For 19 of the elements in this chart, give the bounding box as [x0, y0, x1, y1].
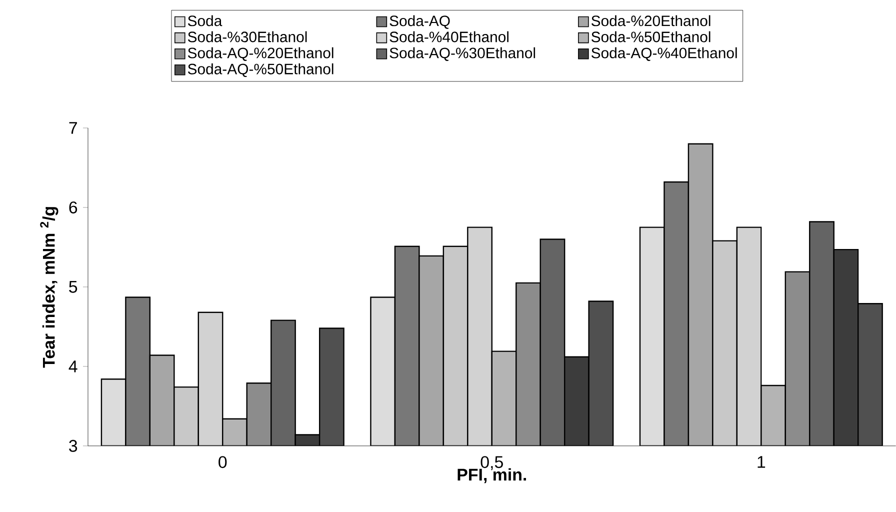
legend-label: Soda-%50Ethanol	[592, 31, 710, 42]
y-axis-title: Tear index, mNm $^{2}$/g	[40, 207, 58, 368]
legend-label: Soda-AQ-%20Ethanol	[188, 47, 334, 62]
y-tick-label: 3	[69, 440, 78, 452]
legend-label: Soda-AQ-%30Ethanol	[390, 47, 536, 62]
y-tick-label: 5	[69, 281, 78, 293]
y-tick-label: 7	[69, 122, 77, 134]
legend-label: Soda-AQ-%40Ethanol	[592, 47, 737, 62]
legend-label: Soda-%30Ethanol	[188, 31, 307, 42]
legend-label: Soda-AQ-%50Ethanol	[188, 63, 334, 78]
legend-label: Soda-%20Ethanol	[592, 15, 710, 26]
x-tick-label: 0,5	[480, 456, 503, 470]
legend-label: Soda-AQ	[390, 15, 450, 29]
legend-label: Soda-%40Ethanol	[390, 31, 508, 42]
x-tick-label: 1	[758, 456, 766, 468]
y-tick-label: 4	[68, 360, 78, 372]
y-tick-label: 6	[69, 202, 78, 214]
x-tick-label: 0	[218, 456, 227, 468]
legend-label: Soda	[188, 15, 222, 26]
